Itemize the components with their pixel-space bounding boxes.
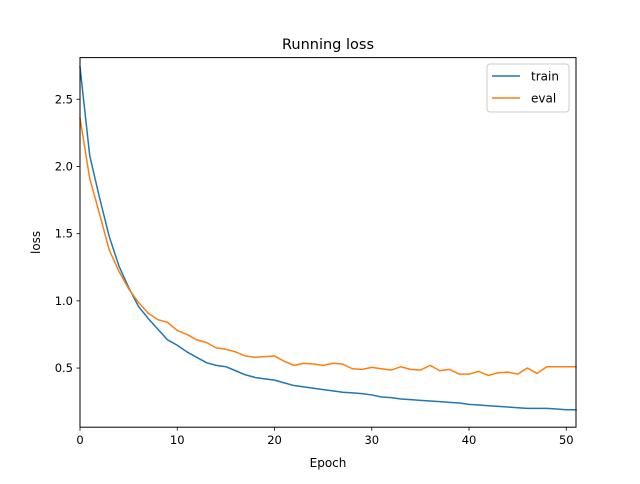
series-line-eval (79, 117, 577, 377)
x-tick-label: 10 (170, 433, 185, 447)
x-tick-label: 50 (559, 433, 574, 447)
y-tick-label: 2.5 (55, 92, 73, 106)
y-tick-label: 1.5 (55, 227, 73, 241)
y-tick-label: 2.0 (55, 159, 73, 173)
legend: train eval (486, 63, 570, 113)
y-tick-label: 0.5 (55, 361, 73, 375)
x-tick-label: 20 (267, 433, 282, 447)
series-lines (79, 66, 577, 411)
chart-title: Running loss (282, 37, 374, 53)
x-axis-label: Epoch (310, 456, 347, 470)
plot-area (80, 57, 576, 428)
x-tick-label: 0 (76, 433, 83, 447)
x-axis-ticks: 0 10 20 30 40 50 (76, 427, 574, 447)
legend-label-train: train (531, 70, 559, 84)
y-axis-label: loss (29, 231, 43, 254)
y-axis-ticks: 0.5 1.0 1.5 2.0 2.5 (55, 92, 80, 375)
legend-label-eval: eval (531, 92, 556, 106)
x-tick-label: 40 (462, 433, 477, 447)
y-tick-label: 1.0 (55, 294, 73, 308)
x-tick-label: 30 (364, 433, 379, 447)
axes-frame (79, 57, 577, 428)
series-line-train (79, 66, 577, 411)
